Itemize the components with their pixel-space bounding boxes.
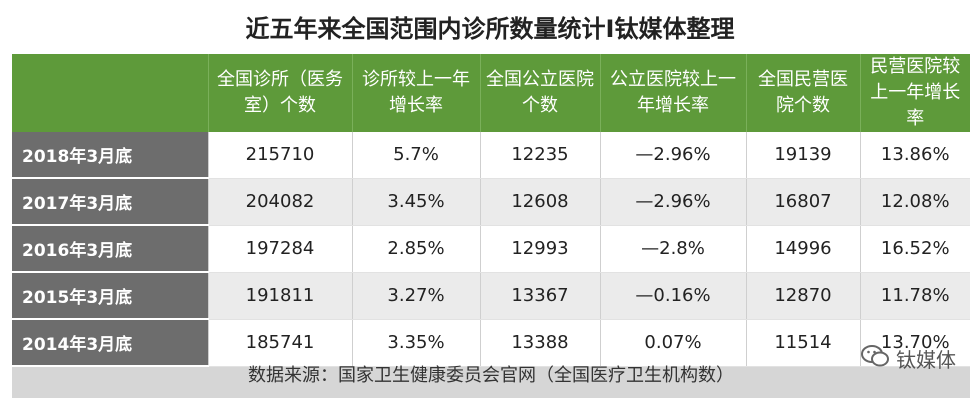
table-cell: 12870 <box>746 272 861 320</box>
table-cell: —0.16% <box>600 272 747 320</box>
table-row: 2017年3月底 204082 3.45% 12608 —2.96% 16807… <box>12 178 970 226</box>
table-cell: 12235 <box>480 132 601 179</box>
clinic-stats-table: 全国诊所（医务室）个数 诊所较上一年增长率 全国公立医院个数 公立医院较上一年增… <box>12 54 970 367</box>
data-table-frame: 全国诊所（医务室）个数 诊所较上一年增长率 全国公立医院个数 公立医院较上一年增… <box>12 54 970 398</box>
table-cell: 11.78% <box>860 272 970 320</box>
row-header: 2014年3月底 <box>12 319 209 367</box>
page-title: 近五年来全国范围内诊所数量统计I钛媒体整理 <box>245 14 735 43</box>
header-cell: 全国民营医院个数 <box>746 54 861 132</box>
table-cell: 12.08% <box>860 178 970 226</box>
row-header: 2016年3月底 <box>12 225 209 273</box>
wechat-icon <box>860 344 890 373</box>
table-cell: 5.7% <box>352 132 481 179</box>
table-cell: 13.86% <box>860 132 970 179</box>
table-cell: 185741 <box>208 319 353 367</box>
table-cell: 16807 <box>746 178 861 226</box>
row-header: 2015年3月底 <box>12 272 209 320</box>
table-cell: —2.96% <box>600 178 747 226</box>
table-cell: 12608 <box>480 178 601 226</box>
header-cell: 公立医院较上一年增长率 <box>600 54 747 132</box>
table-cell: 2.85% <box>352 225 481 273</box>
header-cell: 全国诊所（医务室）个数 <box>208 54 353 132</box>
row-header: 2018年3月底 <box>12 132 209 179</box>
table-cell: 16.52% <box>860 225 970 273</box>
table-cell: 191811 <box>208 272 353 320</box>
table-cell: 204082 <box>208 178 353 226</box>
data-source-note: 数据来源：国家卫生健康委员会官网（全国医疗卫生机构数） <box>248 365 734 386</box>
table-row: 2014年3月底 185741 3.35% 13388 0.07% 11514 … <box>12 319 970 367</box>
table-cell: 11514 <box>746 319 861 367</box>
table-cell: 0.07% <box>600 319 747 367</box>
table-header-row: 全国诊所（医务室）个数 诊所较上一年增长率 全国公立医院个数 公立医院较上一年增… <box>12 54 970 132</box>
header-cell: 民营医院较上一年增长率 <box>860 54 970 132</box>
header-cell <box>12 54 209 132</box>
table-cell: 3.45% <box>352 178 481 226</box>
header-cell: 诊所较上一年增长率 <box>352 54 481 132</box>
table-cell: 13388 <box>480 319 601 367</box>
header-cell: 全国公立医院个数 <box>480 54 601 132</box>
table-cell: 12993 <box>480 225 601 273</box>
table-row: 2015年3月底 191811 3.27% 13367 —0.16% 12870… <box>12 272 970 320</box>
table-cell: —2.96% <box>600 132 747 179</box>
row-header: 2017年3月底 <box>12 178 209 226</box>
table-row: 2016年3月底 197284 2.85% 12993 —2.8% 14996 … <box>12 225 970 273</box>
table-cell: 19139 <box>746 132 861 179</box>
table-cell: 3.35% <box>352 319 481 367</box>
table-cell: 215710 <box>208 132 353 179</box>
table-cell: 197284 <box>208 225 353 273</box>
brand-name: 钛媒体 <box>896 347 956 372</box>
table-cell: 13367 <box>480 272 601 320</box>
brand-logo: 钛媒体 <box>860 344 956 372</box>
table-cell: 14996 <box>746 225 861 273</box>
table-cell: —2.8% <box>600 225 747 273</box>
table-cell: 3.27% <box>352 272 481 320</box>
table-row: 2018年3月底 215710 5.7% 12235 —2.96% 19139 … <box>12 132 970 179</box>
